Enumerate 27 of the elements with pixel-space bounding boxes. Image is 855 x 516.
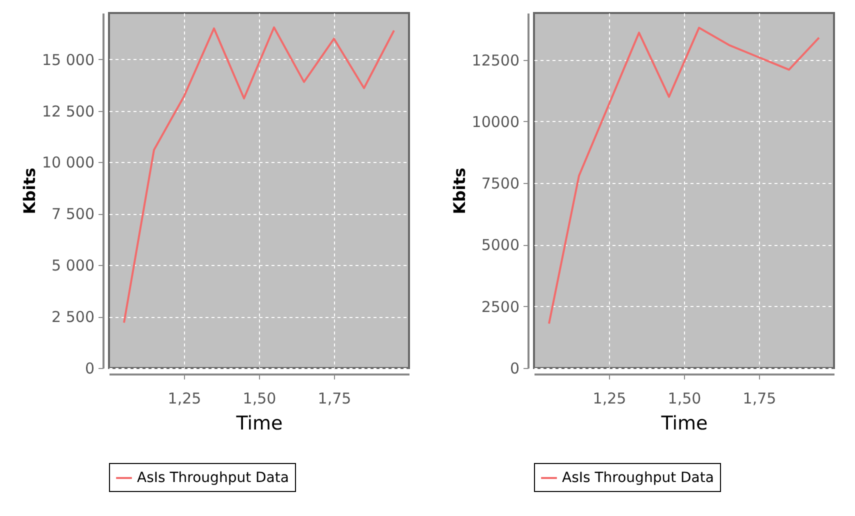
x-tick-label: 1,50: [668, 390, 702, 408]
y-tick-label: 0: [510, 360, 520, 378]
y-tick-label: 5000: [481, 236, 520, 254]
y-tick-label: 2500: [481, 298, 520, 316]
y-tick-label: 5 000: [52, 256, 94, 275]
line-series: [123, 26, 395, 324]
x-tick-label: 1,25: [592, 390, 626, 408]
y-axis-title: Kbits: [450, 168, 469, 214]
legend-label: AsIs Throughput Data: [562, 470, 714, 486]
legend-label: AsIs Throughput Data: [137, 470, 289, 486]
y-tick-label: 12500: [472, 51, 520, 70]
y-axis-title: Kbits: [20, 168, 40, 214]
x-tick-label: 1,75: [318, 390, 352, 408]
x-tick-label: 1,25: [168, 390, 202, 408]
y-tick-label: 12 500: [42, 102, 94, 120]
x-axis-title: Time: [660, 412, 708, 434]
y-tick-label: 7500: [481, 174, 520, 193]
y-tick-label: 10 000: [42, 154, 94, 172]
x-tick-label: 1,75: [742, 390, 776, 408]
y-tick-label: 10000: [472, 112, 520, 131]
y-tick-label: 2 500: [52, 308, 94, 326]
y-tick-label: 0: [84, 360, 94, 378]
y-tick-label: 15 000: [42, 50, 94, 69]
x-tick-label: 1,50: [242, 390, 276, 408]
x-axis-title: Time: [235, 412, 283, 434]
line-series: [548, 26, 820, 325]
y-tick-label: 7 500: [52, 205, 94, 224]
